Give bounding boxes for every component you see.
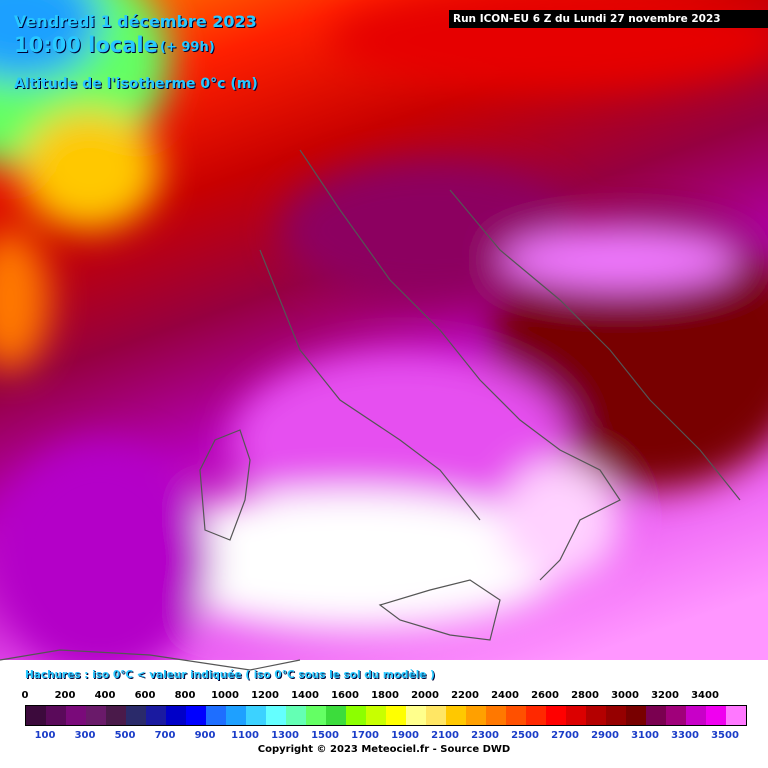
- legend-label: 900: [194, 730, 216, 741]
- color-swatch: [666, 706, 686, 725]
- color-swatch: [406, 706, 426, 725]
- legend-label: 0: [21, 690, 29, 701]
- color-swatch: [486, 706, 506, 725]
- legend-label: 1700: [351, 730, 379, 741]
- legend-label: 1500: [311, 730, 339, 741]
- color-swatch: [26, 706, 46, 725]
- color-swatch: [366, 706, 386, 725]
- legend-label: 2400: [491, 690, 519, 701]
- legend-label: 700: [154, 730, 176, 741]
- legend-label: 1100: [231, 730, 259, 741]
- copyright: Copyright © 2023 Meteociel.fr - Source D…: [257, 744, 511, 755]
- color-swatch: [446, 706, 466, 725]
- legend-label: 3200: [651, 690, 679, 701]
- legend-label: 3100: [631, 730, 659, 741]
- color-swatch: [606, 706, 626, 725]
- color-swatch: [86, 706, 106, 725]
- legend-label: 1900: [391, 730, 419, 741]
- color-swatch: [286, 706, 306, 725]
- color-swatch: [46, 706, 66, 725]
- color-swatch: [706, 706, 726, 725]
- color-swatch: [106, 706, 126, 725]
- color-swatch: [66, 706, 86, 725]
- color-swatch: [566, 706, 586, 725]
- legend-label: 800: [174, 690, 196, 701]
- color-swatch: [586, 706, 606, 725]
- legend-label: 1400: [291, 690, 319, 701]
- legend-label: 2100: [431, 730, 459, 741]
- color-swatch: [686, 706, 706, 725]
- legend-label: 2800: [571, 690, 599, 701]
- legend-label: 2300: [471, 730, 499, 741]
- parameter: Altitude de l'isotherme 0°c (m): [14, 76, 258, 92]
- color-swatch: [726, 706, 746, 725]
- color-swatch: [246, 706, 266, 725]
- color-swatch: [206, 706, 226, 725]
- color-swatch: [266, 706, 286, 725]
- color-scale: [25, 705, 747, 726]
- legend-label: 2500: [511, 730, 539, 741]
- color-swatch: [466, 706, 486, 725]
- legend-label: 2000: [411, 690, 439, 701]
- legend-label: 1000: [211, 690, 239, 701]
- legend-label: 300: [74, 730, 96, 741]
- legend-label: 600: [134, 690, 156, 701]
- color-swatch: [506, 706, 526, 725]
- legend-label: 3400: [691, 690, 719, 701]
- legend-label: 1300: [271, 730, 299, 741]
- run-info: Run ICON-EU 6 Z du Lundi 27 novembre 202…: [449, 10, 768, 28]
- color-swatch: [126, 706, 146, 725]
- legend-label: 3500: [711, 730, 739, 741]
- legend-label: 1600: [331, 690, 359, 701]
- color-swatch: [226, 706, 246, 725]
- color-swatch: [306, 706, 326, 725]
- legend-label: 2200: [451, 690, 479, 701]
- color-swatch: [326, 706, 346, 725]
- color-swatch: [386, 706, 406, 725]
- color-swatch: [546, 706, 566, 725]
- date: Vendredi 1 décembre 2023: [14, 12, 257, 31]
- hatching-note: Hachures : iso 0°C < valeur indiquée ( i…: [25, 669, 435, 681]
- time: 10:00 locale: [14, 33, 158, 57]
- legend-label: 1200: [251, 690, 279, 701]
- color-swatch: [426, 706, 446, 725]
- legend-label: 500: [114, 730, 136, 741]
- color-swatch: [146, 706, 166, 725]
- legend-label: 2700: [551, 730, 579, 741]
- lead-time: (+ 99h): [160, 40, 215, 55]
- color-swatch: [626, 706, 646, 725]
- legend-label: 100: [34, 730, 56, 741]
- color-swatch: [346, 706, 366, 725]
- legend-label: 2600: [531, 690, 559, 701]
- color-swatch: [526, 706, 546, 725]
- color-swatch: [186, 706, 206, 725]
- legend-label: 3000: [611, 690, 639, 701]
- legend-label: 1800: [371, 690, 399, 701]
- color-swatch: [166, 706, 186, 725]
- legend-label: 400: [94, 690, 116, 701]
- color-swatch: [646, 706, 666, 725]
- legend-label: 2900: [591, 730, 619, 741]
- legend-label: 3300: [671, 730, 699, 741]
- legend-label: 200: [54, 690, 76, 701]
